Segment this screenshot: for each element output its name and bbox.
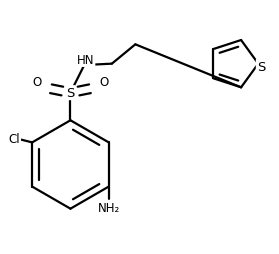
Text: Cl: Cl (8, 132, 20, 145)
Text: O: O (33, 76, 42, 89)
Text: S: S (66, 87, 74, 100)
Text: HN: HN (77, 54, 94, 67)
Text: S: S (257, 61, 265, 74)
Text: NH₂: NH₂ (98, 201, 120, 214)
Text: O: O (99, 76, 108, 89)
